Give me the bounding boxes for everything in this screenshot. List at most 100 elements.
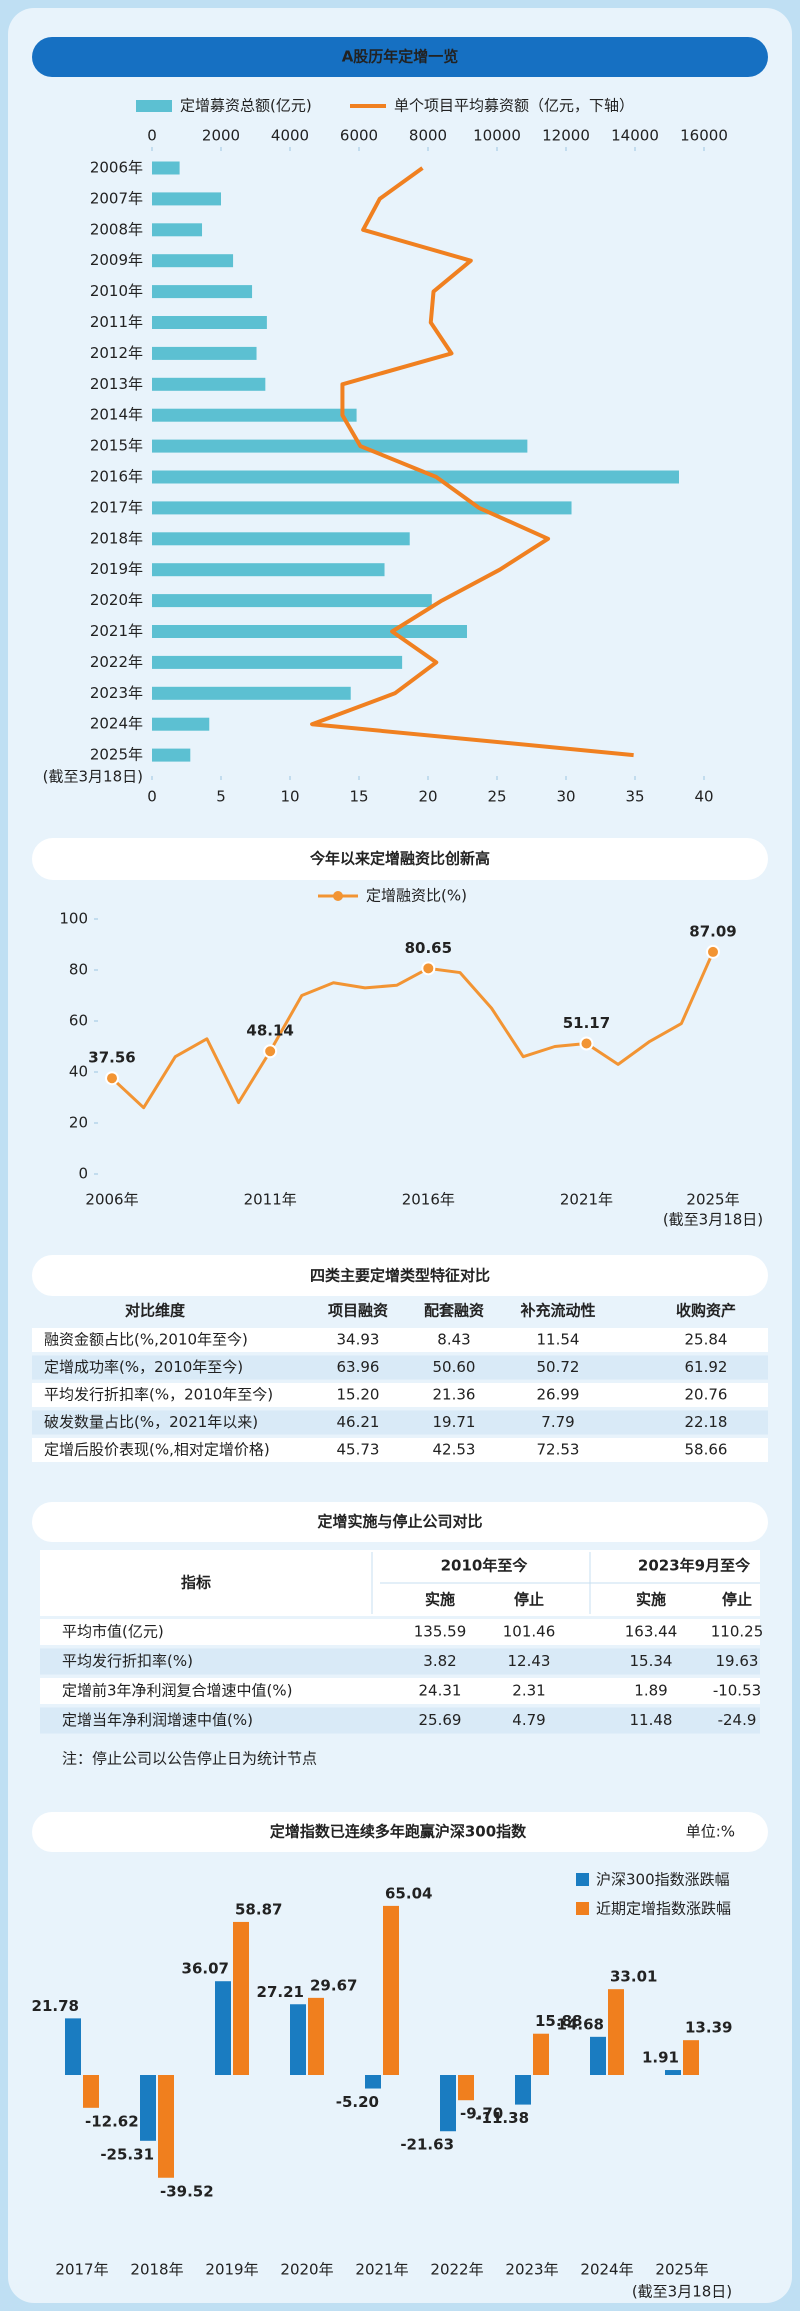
section-header: [32, 1255, 768, 1296]
table-cell: 定增前3年净利润复合增速中值(%): [62, 1682, 293, 1700]
legend-swatch: [136, 100, 172, 112]
y-category-label: 2023年: [90, 684, 143, 702]
x2-tick-label: 40: [694, 788, 713, 806]
y-category-label: 2013年: [90, 375, 143, 393]
table-cell: 72.53: [537, 1441, 580, 1459]
table-cell: 110.25: [711, 1623, 764, 1641]
point: [579, 1036, 594, 1051]
table-cell: 50.60: [433, 1358, 476, 1376]
table-cell: 135.59: [414, 1623, 467, 1641]
bar: [458, 2075, 474, 2101]
table-header: 实施: [425, 1591, 455, 1609]
line: [310, 166, 634, 758]
bar: [290, 2004, 306, 2075]
bar: [152, 285, 253, 299]
table-title: 四类主要定增类型特征对比: [310, 1267, 490, 1285]
bar: [152, 316, 267, 329]
x2-tick-label: 35: [625, 788, 644, 806]
table-note: 注：停止公司以公告停止日为统计节点: [62, 1750, 317, 1768]
table-group-header: 2010年至今: [441, 1557, 528, 1575]
x2-tick-label: 5: [216, 788, 226, 806]
table-cell: 24.31: [419, 1682, 462, 1700]
x2-tick-label: 20: [418, 788, 437, 806]
x-tick-label: 2022年: [430, 2261, 483, 2279]
table-row: [32, 1328, 768, 1352]
bar: [308, 1997, 324, 2075]
y-category-label: 2015年: [90, 437, 143, 455]
table-row: [32, 1383, 768, 1407]
bar: [152, 439, 528, 453]
data-label: -21.63: [400, 2136, 454, 2154]
x-tick-label: 2016年: [402, 1191, 455, 1209]
y-category-label: 2010年: [90, 282, 143, 300]
table-cell: 101.46: [503, 1623, 556, 1641]
table-row: [40, 1707, 760, 1734]
table-cell: 58.66: [685, 1441, 728, 1459]
bar: [158, 2075, 174, 2178]
table-cell: 26.99: [537, 1386, 580, 1404]
table-cell: 8.43: [437, 1331, 470, 1349]
table-cell: 19.71: [433, 1413, 476, 1431]
y-category-label: 2006年: [90, 159, 143, 177]
x-tick-label: 4000: [271, 127, 309, 145]
y-category-label: 2011年: [90, 313, 143, 331]
table-cell: 15.34: [630, 1652, 673, 1670]
bar: [140, 2075, 156, 2141]
table-cell: 1.89: [634, 1682, 667, 1700]
legend-label: 沪深300指数涨跌幅: [596, 1871, 730, 1889]
table-cell: -10.53: [713, 1682, 761, 1700]
data-label: -39.52: [160, 2182, 214, 2200]
x-tick-label: 2024年: [580, 2261, 633, 2279]
data-label: -11.38: [475, 2109, 529, 2127]
y-category-label: 2017年: [90, 498, 143, 516]
table-cell: 21.36: [433, 1386, 476, 1404]
x-tick-label: 6000: [340, 127, 378, 145]
data-label: 48.14: [246, 1022, 293, 1040]
x-tick-label: 2021年: [560, 1191, 613, 1209]
x-tick-label: 14000: [611, 127, 659, 145]
bar: [152, 594, 432, 608]
table-cell: 平均市值(亿元): [62, 1623, 164, 1641]
y-category-label: 2018年: [90, 529, 143, 547]
table-header: 配套融资: [424, 1302, 484, 1320]
table-row: [40, 1648, 760, 1675]
bar: [152, 748, 191, 762]
data-label: -12.62: [85, 2112, 139, 2130]
bar: [152, 532, 410, 546]
bar: [683, 2040, 699, 2075]
x-tick-label: 2006年: [85, 1191, 138, 1209]
y-category-label: 2022年: [90, 653, 143, 671]
table-cell: 46.21: [337, 1413, 380, 1431]
bar: [533, 2033, 549, 2075]
table-cell: 45.73: [337, 1441, 380, 1459]
x-tick-label: 2025年: [686, 1191, 739, 1209]
table-title: 定增实施与停止公司对比: [317, 1513, 482, 1531]
data-label: 58.87: [235, 1900, 282, 1918]
table-row: [32, 1438, 768, 1462]
table-cell: 平均发行折扣率(%): [62, 1652, 193, 1670]
table-cell: 50.72: [537, 1358, 580, 1376]
y-category-label: 2014年: [90, 406, 143, 424]
bar: [152, 501, 572, 515]
table-cell: 15.20: [337, 1386, 380, 1404]
table-header: 停止: [722, 1591, 752, 1609]
point: [421, 961, 436, 976]
table-cell: 破发数量占比(%，2021年以来): [44, 1413, 258, 1431]
x-tick-label: 2017年: [55, 2261, 108, 2279]
section-header: [32, 37, 768, 77]
point: [105, 1071, 119, 1086]
data-label: 87.09: [689, 922, 736, 940]
bar: [152, 161, 180, 175]
y-tick-label: 40: [69, 1063, 88, 1081]
table-cell: 定增后股价表现(%,相对定增价格): [44, 1441, 270, 1459]
category-note: (截至3月18日): [663, 1211, 763, 1229]
bar: [152, 717, 210, 731]
table-cell: -24.9: [718, 1711, 757, 1729]
bar: [152, 346, 257, 360]
category-note: (截至3月18日): [43, 768, 143, 786]
data-label: 13.39: [685, 2019, 732, 2037]
bar: [152, 408, 357, 422]
bar: [365, 2075, 381, 2089]
legend-label: 单个项目平均募资额（亿元，下轴）: [394, 97, 634, 115]
